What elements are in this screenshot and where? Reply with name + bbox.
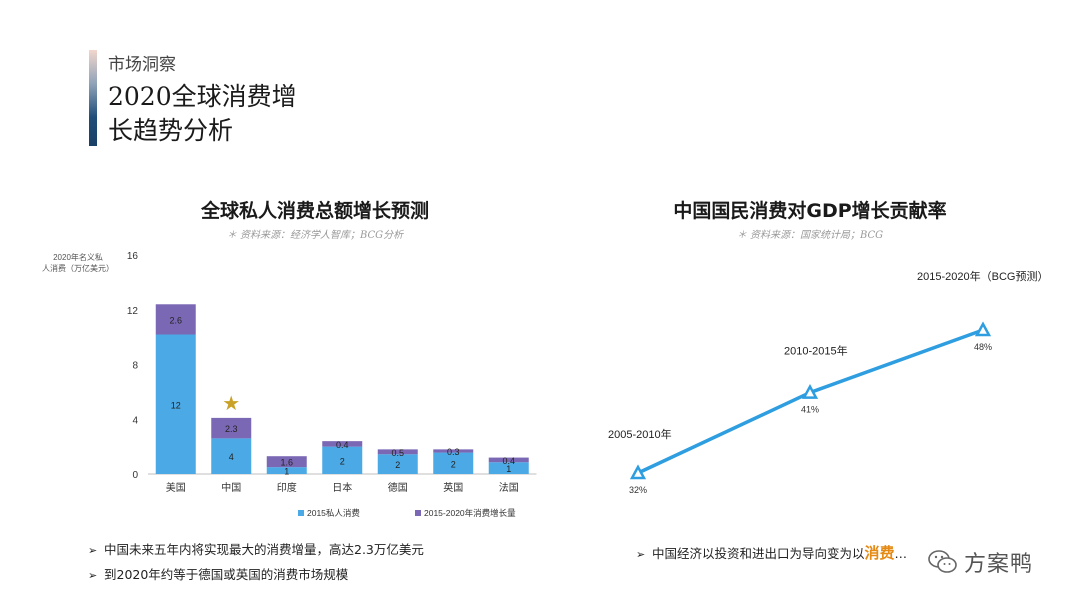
page-title: 2020全球消费增长趋势分析 — [108, 82, 297, 145]
line-chart: 32% 2005-2010年 41% 2010-2015年 48% 2015-2020年（… — [608, 269, 1048, 495]
x-tick-label: 日本 — [332, 481, 352, 494]
bullet-text-suffix: … — [894, 546, 908, 561]
triangle-marker — [801, 383, 819, 399]
bar-segment-2015 — [488, 462, 529, 474]
triangle-marker — [974, 321, 992, 337]
legend-swatch — [415, 510, 421, 516]
arrow-bullet-icon: ➢ — [88, 569, 98, 582]
bar-value-label: 1 — [506, 464, 511, 474]
x-tick-label: 美国 — [166, 481, 186, 494]
wechat-icon — [928, 550, 957, 573]
x-tick-label: 德国 — [388, 481, 408, 494]
y-tick-label: 8 — [132, 361, 138, 372]
bar-value-label: 1 — [284, 467, 289, 477]
arrow-bullet-icon: ➢ — [88, 544, 98, 557]
bar-value-label: 0.3 — [447, 447, 460, 457]
bar-segment-2015 — [322, 446, 363, 474]
bar-value-label: 2 — [340, 456, 345, 466]
bullet-text: 到2020年约等于德国或英国的消费市场规模 — [104, 567, 349, 582]
bullet-text: 中国未来五年内将实现最大的消费增量，高达2.3万亿美元 — [104, 542, 424, 557]
x-tick-label: 英国 — [443, 481, 463, 494]
y-tick-label: 0 — [132, 470, 138, 481]
bar-value-label: 4 — [229, 452, 234, 462]
bar-segment-growth — [488, 457, 529, 463]
title-accent-bar — [89, 50, 97, 146]
triangle-marker — [629, 464, 647, 480]
y-tick-label: 4 — [132, 415, 138, 426]
x-tick-label: 中国 — [221, 481, 241, 494]
legend-label: 2015-2020年消费增长量 — [424, 508, 516, 518]
y-tick-label: 12 — [127, 306, 139, 317]
highlight-text: 消费 — [864, 544, 895, 562]
bar-chart-title: 全球私人消费总额增长预测 — [200, 200, 429, 222]
y-tick-label: 16 — [127, 251, 139, 262]
bar-segment-2015 — [377, 454, 418, 474]
bar-segment-growth — [322, 441, 363, 447]
bar-value-label: 2 — [395, 460, 400, 470]
bar-value-label: 2.6 — [169, 315, 182, 325]
bar-value-label: 12 — [171, 400, 181, 410]
bar-value-label: 0.5 — [391, 448, 404, 458]
bullet-text: 中国经济以投资和进出口为导向变为以 — [652, 546, 865, 561]
y-axis-title: 2020年名义私 — [53, 252, 103, 262]
bullet-list-left: ➢ 中国未来五年内将实现最大的消费增量，高达2.3万亿美元 ➢ 到2020年约等于德… — [88, 538, 424, 588]
section-label: 市场洞察 — [108, 55, 176, 75]
bar-segment-2015 — [266, 467, 307, 474]
bullet-item: ➢ 到2020年约等于德国或英国的消费市场规模 — [88, 563, 424, 588]
legend-swatch — [298, 510, 304, 516]
bar-segment-2015 — [211, 438, 252, 474]
bar-segment-2015 — [155, 334, 196, 474]
legend-label: 2015私人消费 — [307, 508, 360, 518]
bar-value-label: 1.6 — [280, 458, 293, 468]
arrow-bullet-icon: ➢ — [636, 548, 646, 561]
bar-chart-source: ＊ 资料来源：经济学人智库；BCG分析 — [226, 230, 404, 241]
star-icon: ★ — [222, 393, 240, 415]
bar-value-label: 2.3 — [225, 424, 238, 434]
bar-value-label: 2 — [451, 459, 456, 469]
category-label: 2010-2015年 — [784, 344, 848, 358]
bar-segment-2015 — [433, 452, 474, 474]
data-label: 48% — [974, 342, 992, 352]
bar-value-label: 0.4 — [502, 456, 515, 466]
category-label: 2015-2020年（BCG预测） — [917, 269, 1048, 283]
bar-segment-growth — [266, 456, 307, 468]
data-label: 32% — [629, 485, 647, 495]
bar-segment-growth — [211, 417, 252, 439]
x-tick-label: 印度 — [277, 481, 297, 494]
bar-chart: 2020年名义私人消费（万亿美元）0481216122.6美国42.3中国★11… — [42, 251, 537, 518]
line-chart-source: ＊ 资料来源：国家统计局；BCG — [736, 230, 884, 241]
data-label: 41% — [801, 405, 819, 415]
bar-segment-growth — [433, 449, 474, 453]
bar-segment-growth — [155, 304, 196, 335]
line-chart-title: 中国国民消费对GDP增长贡献率 — [673, 200, 947, 222]
bar-value-label: 0.4 — [336, 440, 349, 450]
x-tick-label: 法国 — [499, 481, 519, 494]
bullet-item: ➢ 中国未来五年内将实现最大的消费增量，高达2.3万亿美元 — [88, 538, 424, 563]
y-axis-title: 人消费（万亿美元） — [42, 263, 114, 273]
bullet-item-right: ➢ 中国经济以投资和进出口为导向变为以消费… — [636, 542, 907, 563]
watermark: 方案鸭 — [928, 546, 1033, 578]
category-label: 2005-2010年 — [608, 427, 672, 441]
watermark-text: 方案鸭 — [964, 552, 1034, 577]
bar-segment-growth — [377, 449, 418, 455]
